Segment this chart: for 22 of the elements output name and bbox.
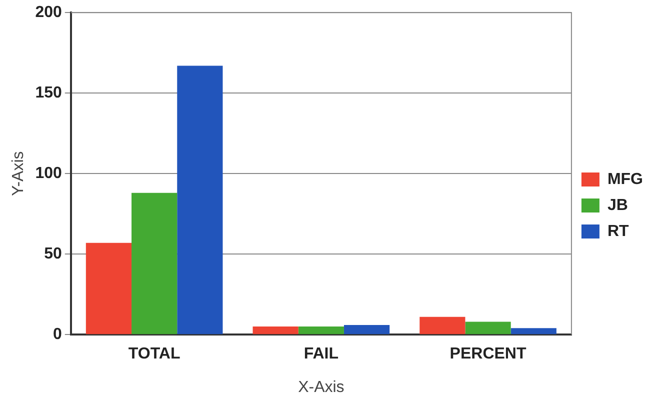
legend-label: RT	[607, 222, 630, 240]
bar	[252, 326, 298, 334]
legend-label: JB	[607, 196, 628, 214]
bar	[344, 324, 390, 334]
x-axis-title: X-Axis	[298, 378, 344, 396]
bar	[510, 328, 556, 334]
y-tick-label: 150	[35, 84, 62, 102]
y-tick-label: 100	[35, 165, 62, 182]
bar	[465, 322, 511, 334]
x-tick-label: PERCENT	[450, 346, 526, 363]
bar	[132, 192, 178, 334]
x-tick-label: FAIL	[304, 346, 339, 363]
bar	[86, 242, 132, 334]
y-axis-title: Y-Axis	[10, 151, 28, 196]
bar	[298, 326, 344, 334]
y-tick-label: 50	[44, 246, 62, 263]
y-tick-label: 0	[52, 326, 62, 344]
legend-label: MFG	[607, 170, 643, 188]
y-tick-label: 200	[35, 4, 62, 22]
x-tick-label: TOTAL	[128, 346, 180, 363]
bar	[420, 316, 466, 334]
bar	[177, 66, 223, 334]
